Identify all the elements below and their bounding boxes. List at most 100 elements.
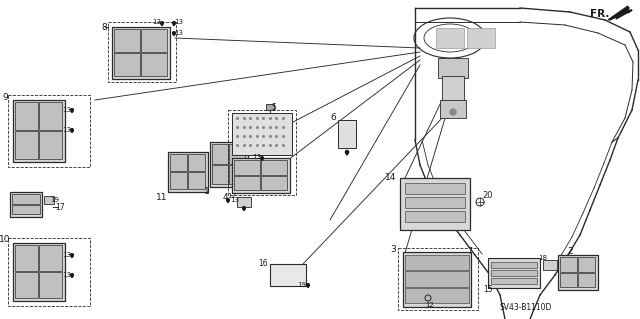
Bar	[13, 100, 65, 162]
Text: 11: 11	[156, 192, 168, 202]
Bar	[405, 197, 465, 208]
Bar	[237, 197, 251, 207]
Bar	[405, 255, 469, 270]
Bar	[558, 255, 598, 290]
Bar	[39, 272, 62, 298]
Bar	[405, 288, 469, 303]
Bar	[141, 53, 167, 76]
Text: FR.: FR.	[590, 9, 609, 19]
Bar	[112, 27, 170, 79]
Bar	[10, 192, 42, 217]
Circle shape	[346, 151, 349, 153]
Text: 13: 13	[230, 197, 239, 203]
Bar	[491, 278, 537, 284]
Bar	[212, 165, 228, 184]
Bar	[108, 22, 176, 82]
Text: 14: 14	[385, 174, 396, 182]
Text: 10: 10	[0, 235, 11, 244]
Text: 6: 6	[330, 114, 336, 122]
Circle shape	[70, 274, 74, 276]
Bar	[403, 252, 471, 307]
Text: 16: 16	[258, 258, 268, 268]
Text: 19: 19	[51, 197, 60, 203]
Bar	[232, 113, 292, 155]
Bar	[234, 160, 260, 174]
Bar	[39, 102, 62, 130]
Bar	[39, 131, 62, 159]
Bar	[210, 142, 248, 187]
Text: 19: 19	[298, 282, 307, 288]
Circle shape	[260, 157, 263, 160]
Text: 4: 4	[222, 194, 228, 203]
Circle shape	[227, 199, 229, 201]
Bar	[400, 178, 470, 230]
Bar	[578, 272, 595, 287]
Bar	[467, 28, 495, 48]
Circle shape	[161, 22, 163, 24]
Text: 8: 8	[101, 23, 107, 32]
Text: 13: 13	[175, 19, 184, 25]
Polygon shape	[346, 153, 348, 155]
Text: 3: 3	[390, 246, 396, 255]
Bar	[15, 131, 38, 159]
Circle shape	[70, 109, 74, 111]
Bar	[442, 76, 464, 104]
Text: 13: 13	[63, 127, 72, 133]
Bar	[229, 165, 245, 184]
Bar	[170, 172, 187, 189]
Bar	[44, 196, 54, 204]
Text: 1: 1	[204, 188, 210, 197]
Text: 7: 7	[468, 248, 472, 256]
Polygon shape	[71, 276, 73, 278]
Circle shape	[70, 254, 74, 256]
Bar	[168, 152, 208, 192]
Bar	[436, 28, 464, 48]
Bar	[266, 104, 274, 110]
Polygon shape	[307, 286, 309, 288]
Bar	[560, 272, 577, 287]
Text: 13: 13	[63, 272, 72, 278]
Circle shape	[450, 109, 456, 115]
Bar	[543, 260, 557, 270]
Bar	[440, 100, 466, 118]
Bar	[141, 29, 167, 52]
Text: 13: 13	[253, 154, 262, 160]
Bar	[491, 262, 537, 268]
Bar	[232, 158, 290, 193]
Bar	[261, 160, 287, 174]
Polygon shape	[173, 34, 175, 36]
Text: 5: 5	[271, 103, 276, 113]
Bar	[114, 29, 140, 52]
Bar	[405, 271, 469, 287]
Polygon shape	[71, 131, 73, 133]
Polygon shape	[71, 111, 73, 113]
Text: 12: 12	[426, 302, 435, 308]
Bar	[261, 175, 287, 190]
Bar	[405, 211, 465, 222]
Text: 13: 13	[63, 107, 72, 113]
Polygon shape	[243, 209, 245, 211]
Bar	[578, 257, 595, 271]
Bar	[234, 175, 260, 190]
Polygon shape	[161, 24, 163, 26]
Bar	[438, 58, 468, 78]
Text: 12: 12	[228, 193, 236, 199]
Bar	[560, 257, 577, 271]
Bar	[12, 204, 40, 214]
Bar	[13, 243, 65, 301]
Bar	[12, 194, 40, 204]
Bar	[212, 144, 228, 164]
Text: 13: 13	[152, 19, 161, 25]
Polygon shape	[227, 201, 229, 203]
Bar	[229, 144, 245, 164]
Polygon shape	[608, 6, 632, 20]
Bar	[8, 95, 90, 167]
Circle shape	[173, 32, 175, 34]
Bar	[270, 264, 306, 286]
Bar	[15, 272, 38, 298]
Text: 13: 13	[63, 252, 72, 258]
Bar	[228, 110, 296, 195]
Bar	[491, 270, 537, 276]
Text: 13: 13	[175, 30, 184, 36]
Bar	[188, 172, 205, 189]
